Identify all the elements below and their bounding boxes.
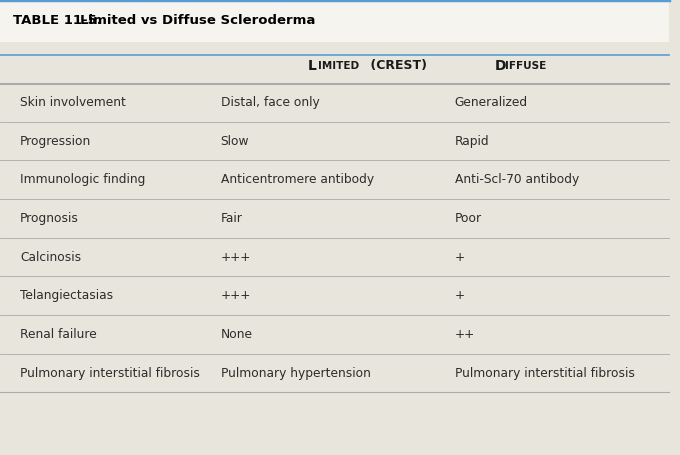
Text: Rapid: Rapid: [455, 135, 490, 147]
Text: IFFUSE: IFFUSE: [505, 61, 546, 71]
FancyBboxPatch shape: [0, 0, 668, 55]
Text: Immunologic finding: Immunologic finding: [20, 173, 146, 186]
Text: (CREST): (CREST): [367, 60, 428, 72]
Text: Pulmonary interstitial fibrosis: Pulmonary interstitial fibrosis: [455, 367, 634, 379]
Text: +++: +++: [221, 251, 251, 263]
Text: Skin involvement: Skin involvement: [20, 96, 126, 109]
Text: Telangiectasias: Telangiectasias: [20, 289, 113, 302]
Text: Anti-Scl-70 antibody: Anti-Scl-70 antibody: [455, 173, 579, 186]
Text: +: +: [455, 289, 465, 302]
Text: Anticentromere antibody: Anticentromere antibody: [221, 173, 374, 186]
FancyBboxPatch shape: [0, 160, 668, 199]
FancyBboxPatch shape: [0, 354, 668, 392]
FancyBboxPatch shape: [0, 315, 668, 354]
Text: Distal, face only: Distal, face only: [221, 96, 320, 109]
Text: IMITED: IMITED: [318, 61, 359, 71]
Text: Slow: Slow: [221, 135, 249, 147]
Text: L: L: [307, 59, 316, 73]
Text: TABLE 11-5.: TABLE 11-5.: [14, 14, 102, 27]
Text: Pulmonary interstitial fibrosis: Pulmonary interstitial fibrosis: [20, 367, 200, 379]
Text: Calcinosis: Calcinosis: [20, 251, 81, 263]
Text: D: D: [495, 59, 507, 73]
Text: +: +: [455, 251, 465, 263]
FancyBboxPatch shape: [0, 83, 668, 121]
Text: Pulmonary hypertension: Pulmonary hypertension: [221, 367, 371, 379]
Text: Poor: Poor: [455, 212, 482, 225]
FancyBboxPatch shape: [0, 238, 668, 276]
Text: Fair: Fair: [221, 212, 243, 225]
Text: Progression: Progression: [20, 135, 91, 147]
FancyBboxPatch shape: [0, 276, 668, 315]
Text: None: None: [221, 328, 253, 341]
Text: Generalized: Generalized: [455, 96, 528, 109]
FancyBboxPatch shape: [0, 121, 668, 160]
Text: ++: ++: [455, 328, 475, 341]
FancyBboxPatch shape: [0, 199, 668, 238]
Text: Limited vs Diffuse Scleroderma: Limited vs Diffuse Scleroderma: [80, 14, 316, 27]
FancyBboxPatch shape: [0, 42, 668, 90]
Text: +++: +++: [221, 289, 251, 302]
Text: Renal failure: Renal failure: [20, 328, 97, 341]
Text: Prognosis: Prognosis: [20, 212, 79, 225]
